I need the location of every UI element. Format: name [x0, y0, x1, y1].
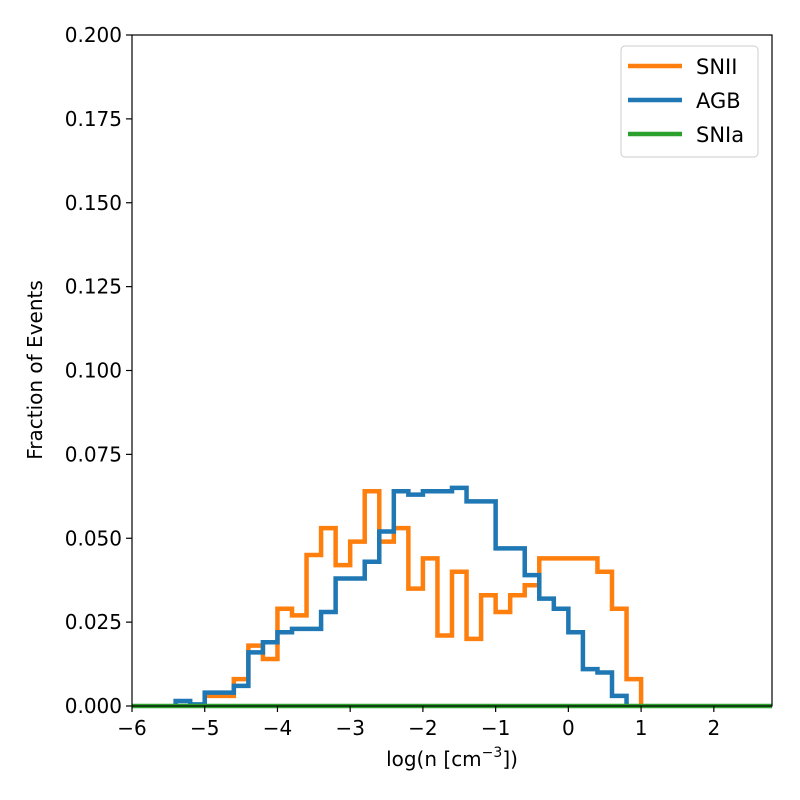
y-tick-label: 0.025	[65, 610, 122, 634]
x-tick-label: −2	[408, 716, 437, 740]
x-tick-label: −6	[117, 716, 146, 740]
ticks-layer: −6 −5 −4 −3 −2 −1 0 1 2 0.000 0.025 0.050 0.075 0.100…	[65, 23, 720, 740]
y-tick-label: 0.175	[65, 107, 122, 131]
x-tick-label: 2	[707, 716, 720, 740]
legend: SNII AGB SNIa	[620, 45, 759, 158]
y-tick-label: 0.100	[65, 359, 122, 383]
x-tick-label: −4	[263, 716, 292, 740]
x-tick-label: −5	[190, 716, 219, 740]
legend-label-snii: SNII	[696, 55, 737, 79]
y-axis-label: Fraction of Events	[23, 280, 47, 460]
x-tick-label: 0	[562, 716, 575, 740]
legend-label-agb: AGB	[696, 89, 741, 113]
y-tick-label: 0.000	[65, 694, 122, 718]
legend-box	[620, 45, 759, 158]
series-layer	[132, 485, 772, 709]
x-tick-label: 1	[635, 716, 648, 740]
y-tick-label: 0.125	[65, 275, 122, 299]
x-axis-label: log(n [cm−3])	[386, 745, 518, 771]
y-tick-label: 0.150	[65, 191, 122, 215]
series-line-agb	[173, 485, 629, 707]
series-line-snii	[202, 489, 644, 706]
y-tick-label: 0.075	[65, 442, 122, 466]
y-tick-label: 0.200	[65, 23, 122, 47]
x-tick-label: −3	[335, 716, 364, 740]
y-tick-label: 0.050	[65, 526, 122, 550]
legend-label-snia: SNIa	[696, 123, 744, 147]
x-tick-label: −1	[481, 716, 510, 740]
